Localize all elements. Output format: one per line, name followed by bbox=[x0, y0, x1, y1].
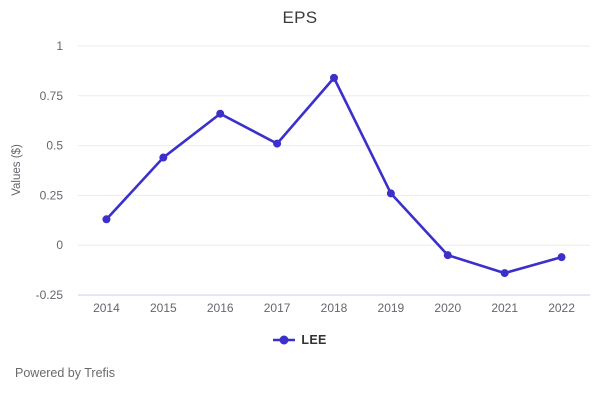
y-tick-label: 1 bbox=[56, 39, 63, 53]
data-point-2022[interactable] bbox=[557, 253, 566, 262]
y-tick-label: 0.5 bbox=[46, 139, 63, 153]
powered-by-text: Powered by Trefis bbox=[15, 366, 116, 380]
y-axis-title: Values ($) bbox=[11, 144, 23, 196]
x-tick-label: 2017 bbox=[264, 301, 291, 315]
x-tick-label: 2021 bbox=[491, 301, 518, 315]
x-tick-label: 2019 bbox=[378, 301, 405, 315]
y-tick-label: 0.75 bbox=[40, 89, 64, 103]
y-tick-label: 0.25 bbox=[40, 188, 64, 202]
legend-item-lee[interactable]: LEE bbox=[0, 332, 600, 348]
x-tick-label: 2018 bbox=[321, 301, 348, 315]
data-point-2020[interactable] bbox=[443, 251, 452, 260]
x-tick-label: 2014 bbox=[93, 301, 120, 315]
data-point-2017[interactable] bbox=[273, 139, 282, 148]
data-point-2019[interactable] bbox=[386, 189, 395, 198]
x-tick-label: 2022 bbox=[548, 301, 575, 315]
x-tick-label: 2020 bbox=[434, 301, 461, 315]
data-point-2021[interactable] bbox=[500, 269, 509, 278]
chart-title: EPS bbox=[282, 8, 318, 27]
x-tick-label: 2015 bbox=[150, 301, 177, 315]
legend-label: LEE bbox=[301, 333, 327, 347]
data-point-2016[interactable] bbox=[216, 109, 225, 118]
y-tick-label: 0 bbox=[56, 238, 63, 252]
data-point-2018[interactable] bbox=[330, 73, 338, 82]
y-tick-label: -0.25 bbox=[36, 288, 64, 302]
data-point-2015[interactable] bbox=[159, 153, 168, 162]
data-point-2014[interactable] bbox=[102, 215, 111, 224]
x-tick-label: 2016 bbox=[207, 301, 234, 315]
legend-marker-icon bbox=[273, 335, 296, 345]
series-line-lee bbox=[105, 76, 563, 275]
